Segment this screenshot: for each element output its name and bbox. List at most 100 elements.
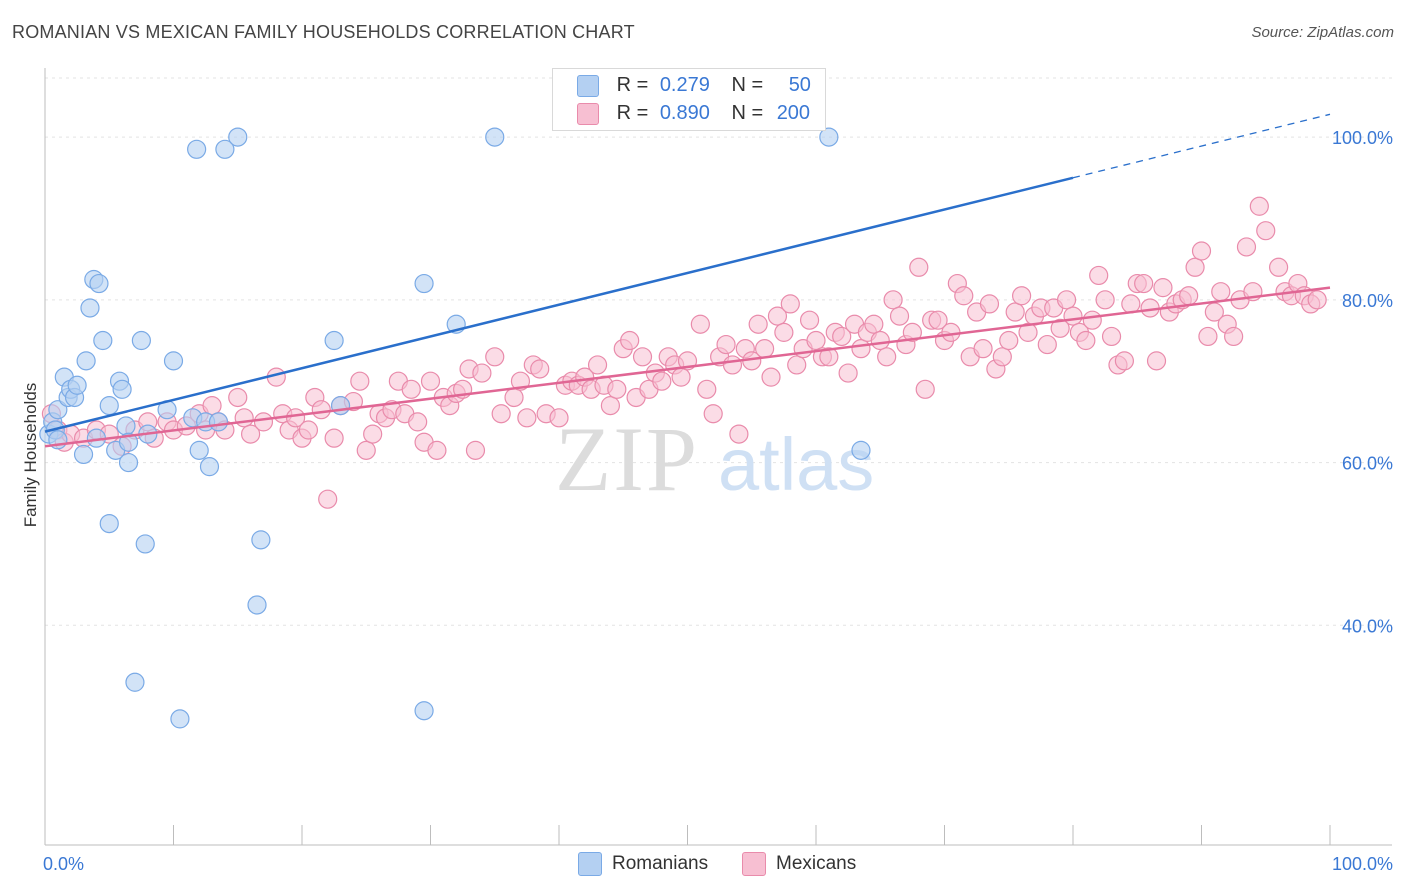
mexican-point xyxy=(530,359,550,379)
romanian-point xyxy=(116,416,136,436)
mexican-point xyxy=(1134,273,1154,294)
mexican-point xyxy=(234,408,254,428)
x-tick-label: 0.0% xyxy=(43,854,84,874)
mexican-point xyxy=(510,371,531,391)
romanians-swatch xyxy=(577,74,599,97)
romanian-point xyxy=(324,330,344,351)
mexican-point xyxy=(1056,290,1077,310)
mexican-point xyxy=(1101,326,1122,347)
mexican-point xyxy=(902,322,922,342)
mexican-point xyxy=(427,440,447,460)
mexican-point xyxy=(652,371,672,391)
legend-row-mexicans: R = 0.890 N = 200 xyxy=(577,102,810,128)
romanian-point xyxy=(189,440,209,460)
chart-title: ROMANIAN VS MEXICAN FAMILY HOUSEHOLDS CO… xyxy=(12,22,635,42)
mexican-point xyxy=(363,424,383,444)
bottom-legend-mexicans-label: Mexicans xyxy=(776,853,857,875)
bottom-legend-mexicans: Mexicans xyxy=(742,852,856,876)
romanian-point xyxy=(112,379,132,399)
legend-r-label: R = xyxy=(616,74,649,96)
romanian-point xyxy=(89,273,109,294)
mexican-point xyxy=(620,330,640,351)
mexican-point xyxy=(690,314,710,334)
mexican-point xyxy=(697,379,717,399)
legend-row-romanians: R = 0.279 N = 50 xyxy=(577,74,811,100)
mexican-point xyxy=(485,347,505,367)
legend-n-value: 50 xyxy=(788,74,811,96)
mexican-point xyxy=(864,314,884,334)
mexican-point xyxy=(973,339,993,359)
mexican-point xyxy=(754,339,775,359)
source-label: Source: ZipAtlas.com xyxy=(1251,24,1394,41)
y-tick-label: 40.0% xyxy=(1342,616,1393,636)
mexican-point xyxy=(1037,334,1057,355)
mexican-point xyxy=(1198,326,1218,347)
x-tick-label: 100.0% xyxy=(1332,854,1393,874)
mexican-point xyxy=(420,371,441,391)
mexican-point xyxy=(298,420,319,440)
watermark: ZIP atlas xyxy=(555,408,874,510)
mexican-point xyxy=(253,412,274,432)
mexican-point xyxy=(915,379,935,399)
mexican-point xyxy=(703,404,723,424)
mexican-point xyxy=(1050,318,1070,338)
y-tick-label: 80.0% xyxy=(1342,291,1393,311)
mexican-point xyxy=(1211,282,1231,302)
romanian-point xyxy=(851,440,871,460)
mexican-point xyxy=(787,355,807,375)
mexican-point xyxy=(941,322,961,342)
mexican-point xyxy=(491,404,511,424)
romanian-point xyxy=(135,534,155,554)
mexican-point xyxy=(767,306,788,326)
romanian-point xyxy=(125,672,145,692)
bottom-legend-romanians-label: Romanians xyxy=(612,853,709,875)
mexican-point xyxy=(202,396,222,416)
mexican-point xyxy=(806,330,826,351)
romanian-point xyxy=(330,396,351,416)
romanians-trend-line xyxy=(44,176,1074,433)
romanian-point xyxy=(819,127,839,147)
mexicans-swatch xyxy=(742,852,766,876)
mexican-point xyxy=(999,330,1019,351)
y-tick-label: 100.0% xyxy=(1332,128,1393,148)
mexican-point xyxy=(465,440,486,460)
romanian-point xyxy=(73,444,94,465)
mexican-point xyxy=(909,257,929,277)
mexican-point xyxy=(1005,302,1025,322)
mexican-point xyxy=(877,347,897,367)
romanian-point xyxy=(251,530,271,550)
mexican-point xyxy=(1307,290,1327,310)
mexican-point xyxy=(774,322,794,342)
mexican-point xyxy=(350,371,370,391)
mexican-point xyxy=(241,424,261,444)
mexicans-trend-line xyxy=(44,286,1331,448)
bottom-legend-romanians: Romanians xyxy=(578,852,708,876)
mexican-point xyxy=(928,310,948,330)
mexican-point xyxy=(504,387,524,408)
romanian-point xyxy=(414,701,434,721)
mexican-point xyxy=(992,347,1012,367)
mexican-point xyxy=(838,363,858,383)
mexican-point xyxy=(832,326,852,347)
mexican-point xyxy=(228,387,248,408)
mexican-point xyxy=(761,367,781,387)
mexican-point xyxy=(587,355,608,375)
romanian-point xyxy=(414,273,434,294)
romanians-points xyxy=(39,127,871,729)
mexican-point xyxy=(472,363,492,383)
mexican-point xyxy=(1224,326,1244,347)
romanian-point xyxy=(199,457,220,477)
romanian-point xyxy=(93,330,113,351)
mexican-point xyxy=(716,334,736,355)
mexican-point xyxy=(819,347,839,367)
romanian-point xyxy=(163,351,184,371)
watermark-zip: ZIP xyxy=(555,408,699,510)
romanian-point xyxy=(99,396,119,416)
romanian-point xyxy=(67,375,87,395)
romanian-point xyxy=(170,709,190,729)
mexican-point xyxy=(1185,257,1205,277)
mexican-point xyxy=(889,306,910,326)
mexican-point xyxy=(1146,351,1167,371)
y-axis-label: Family Households xyxy=(21,383,40,528)
